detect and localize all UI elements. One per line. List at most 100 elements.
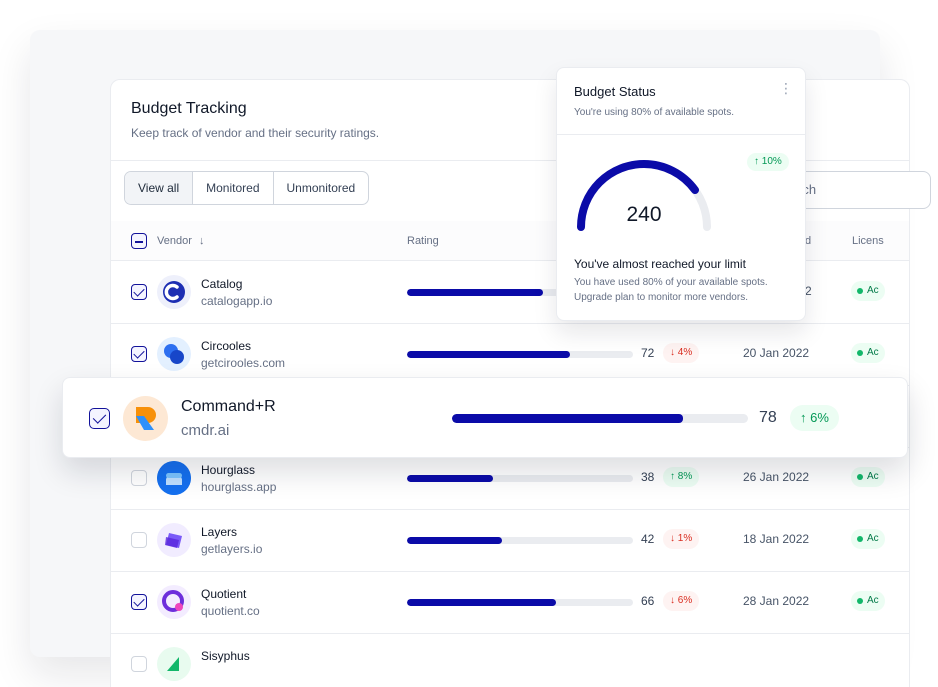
sisyphus-logo-icon — [157, 647, 191, 681]
license-badge: Ac — [851, 591, 885, 611]
tab-unmonitored[interactable]: Unmonitored — [286, 181, 356, 195]
row-checkbox[interactable] — [131, 594, 147, 610]
rating-bar-fill — [407, 537, 502, 544]
change-value: 1% — [677, 533, 693, 544]
change-badge: ↑ 6% — [790, 405, 839, 431]
date-cell: 18 Jan 2022 — [743, 532, 810, 546]
table-row[interactable]: Catalog catalogapp.io 2 Ac — [111, 262, 909, 324]
vendor-name: Sisyphus — [201, 649, 250, 663]
vendor-header-label: Vendor — [157, 235, 192, 247]
vendor-domain: getlayers.io — [201, 542, 263, 556]
vendor-name: Layers — [201, 525, 238, 539]
vendor-column-header[interactable]: Vendor ↓ — [157, 235, 204, 247]
license-badge: Ac — [851, 529, 885, 549]
rating-score: 72 — [641, 346, 655, 360]
budget-status-popover: Budget Status You're using 80% of availa… — [556, 67, 806, 321]
budget-status-subtitle: You're using 80% of available spots. — [574, 107, 734, 118]
license-badge: Ac — [851, 281, 885, 301]
card-title: Budget Tracking — [131, 100, 247, 117]
date-column-header[interactable]: d — [805, 235, 812, 247]
card-subtitle: Keep track of vendor and their security … — [131, 126, 380, 140]
rating-bar — [407, 599, 633, 606]
license-badge: Ac — [851, 343, 885, 363]
vendor-name: Command+R — [181, 398, 276, 415]
command-r-logo-icon — [123, 396, 168, 441]
row-checkbox[interactable] — [89, 408, 110, 429]
quotient-logo-icon — [157, 585, 191, 619]
rating-score: 42 — [641, 532, 655, 546]
vendor-name: Quotient — [201, 587, 247, 601]
vendor-domain: getcirooles.com — [201, 356, 286, 370]
rating-bar-fill — [407, 475, 493, 482]
change-value: 6% — [677, 595, 693, 606]
limit-warning-heading: You've almost reached your limit — [574, 257, 746, 271]
rating-bar-fill — [407, 599, 557, 606]
circooles-logo-icon — [157, 337, 191, 371]
gauge-value: 240 — [626, 203, 662, 226]
select-all-checkbox[interactable] — [131, 233, 147, 249]
date-cell: 26 Jan 2022 — [743, 470, 810, 484]
vendor-domain: quotient.co — [201, 604, 260, 618]
rating-column-header[interactable]: Rating — [407, 235, 439, 247]
vendor-domain: cmdr.ai — [181, 422, 230, 439]
filter-tabs: View all Monitored Unmonitored — [124, 171, 370, 205]
change-badge: ↓ 4% — [663, 343, 700, 363]
highlighted-table-row[interactable]: Command+R cmdr.ai 78 ↑ 6% — [62, 377, 908, 458]
rating-bar — [407, 475, 633, 482]
table-row[interactable]: Hourglass hourglass.app 38 ↑ 8% 26 Jan 2… — [111, 448, 909, 510]
rating-bar-fill — [407, 289, 543, 296]
date-cell: 20 Jan 2022 — [743, 346, 810, 360]
budget-change-value: 10% — [761, 156, 782, 167]
table-row[interactable]: Quotient quotient.co 66 ↓ 6% 28 Jan 2022… — [111, 572, 909, 634]
tab-view-all[interactable]: View all — [125, 172, 194, 204]
arrow-up-icon: ↑ — [754, 156, 762, 167]
row-checkbox[interactable] — [131, 656, 147, 672]
arrow-up-icon: ↑ — [800, 410, 811, 425]
tab-monitored[interactable]: Monitored — [193, 172, 274, 204]
date-cell: 2 — [805, 284, 812, 298]
license-badge: Ac — [851, 467, 885, 487]
table-row[interactable]: Sisyphus — [111, 634, 909, 687]
rating-score: 38 — [641, 470, 655, 484]
gauge-fill — [577, 160, 711, 231]
popup-divider — [557, 134, 805, 135]
arrow-up-icon: ↑ — [670, 471, 678, 482]
hourglass-logo-icon — [157, 461, 191, 495]
vendor-name: Circooles — [201, 339, 252, 353]
header-divider — [111, 160, 909, 161]
rating-score: 78 — [759, 409, 777, 426]
budget-change-badge: ↑ 10% — [747, 153, 789, 171]
arrow-down-icon: ↓ — [670, 347, 678, 358]
budget-status-title: Budget Status — [574, 84, 656, 99]
change-badge: ↑ 8% — [663, 467, 700, 487]
row-checkbox[interactable] — [131, 532, 147, 548]
table-row[interactable]: Layers getlayers.io 42 ↓ 1% 18 Jan 2022 … — [111, 510, 909, 572]
layers-logo-icon — [157, 523, 191, 557]
limit-warning-text: You have used 80% of your available spot… — [574, 277, 768, 303]
catalog-logo-icon — [157, 275, 191, 309]
row-checkbox[interactable] — [131, 470, 147, 486]
rating-bar-fill — [407, 351, 570, 358]
budget-gauge — [577, 160, 711, 231]
arrow-down-icon: ↓ — [670, 595, 678, 606]
row-checkbox[interactable] — [131, 346, 147, 362]
change-badge: ↓ 6% — [663, 591, 700, 611]
vendor-domain: hourglass.app — [201, 480, 277, 494]
arrow-down-icon: ↓ — [670, 533, 678, 544]
change-badge: ↓ 1% — [663, 529, 700, 549]
change-value: 6% — [810, 410, 829, 425]
vendor-name: Hourglass — [201, 463, 256, 477]
rating-bar — [407, 537, 633, 544]
arrow-down-icon: ↓ — [198, 235, 205, 247]
rating-bar — [452, 414, 748, 423]
license-column-header[interactable]: Licens — [852, 235, 884, 247]
rating-bar — [407, 351, 633, 358]
date-cell: 28 Jan 2022 — [743, 594, 810, 608]
change-value: 4% — [677, 347, 693, 358]
row-checkbox[interactable] — [131, 284, 147, 300]
rating-bar — [407, 289, 633, 296]
more-vertical-icon[interactable]: ⋮ — [779, 80, 793, 96]
rating-bar-fill — [452, 414, 683, 423]
vendor-name: Catalog — [201, 277, 243, 291]
vendor-domain: catalogapp.io — [201, 294, 273, 308]
